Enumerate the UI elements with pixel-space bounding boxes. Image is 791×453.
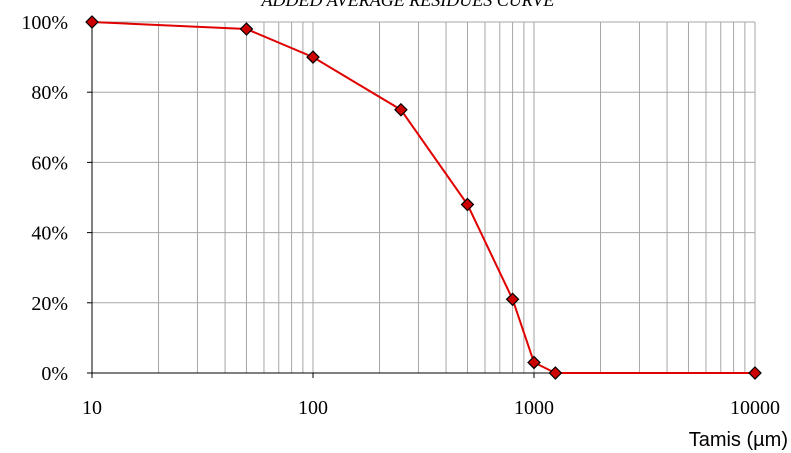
y-tick-label: 20% [31,293,68,315]
series-layer [91,21,755,374]
y-tick-label: 40% [31,223,68,245]
y-tick-label: 100% [21,12,68,34]
data-point-marker [306,50,320,64]
chart-title: ADDED AVERAGE RESIDUES CURVE [261,0,555,10]
axes: 0% 20% 40% 60% 80% 100% 10 100 1000 10000 [21,12,780,419]
x-tick-label: 10000 [730,397,780,419]
data-point-marker [748,366,762,380]
x-tick-label: 100 [298,397,328,419]
data-point-marker [460,197,475,212]
x-axis-label: Tamis (µm) [689,429,788,451]
x-tick-label: 1000 [514,397,554,419]
data-point-marker [85,15,99,29]
y-tick-label: 0% [41,363,68,385]
grid [91,21,756,374]
data-point-marker [394,102,408,117]
markers-layer [85,15,762,380]
series-line [91,21,755,374]
labels-layer: ADDED AVERAGE RESIDUES CURVE Tamis (µm) [261,0,788,451]
y-tick-label: 80% [31,82,68,104]
x-tick-label: 10 [82,397,102,419]
data-point-marker [527,355,541,370]
data-point-marker [505,292,520,307]
y-tick-label: 60% [31,152,68,174]
data-point-marker [548,366,563,380]
data-point-marker [239,22,254,36]
